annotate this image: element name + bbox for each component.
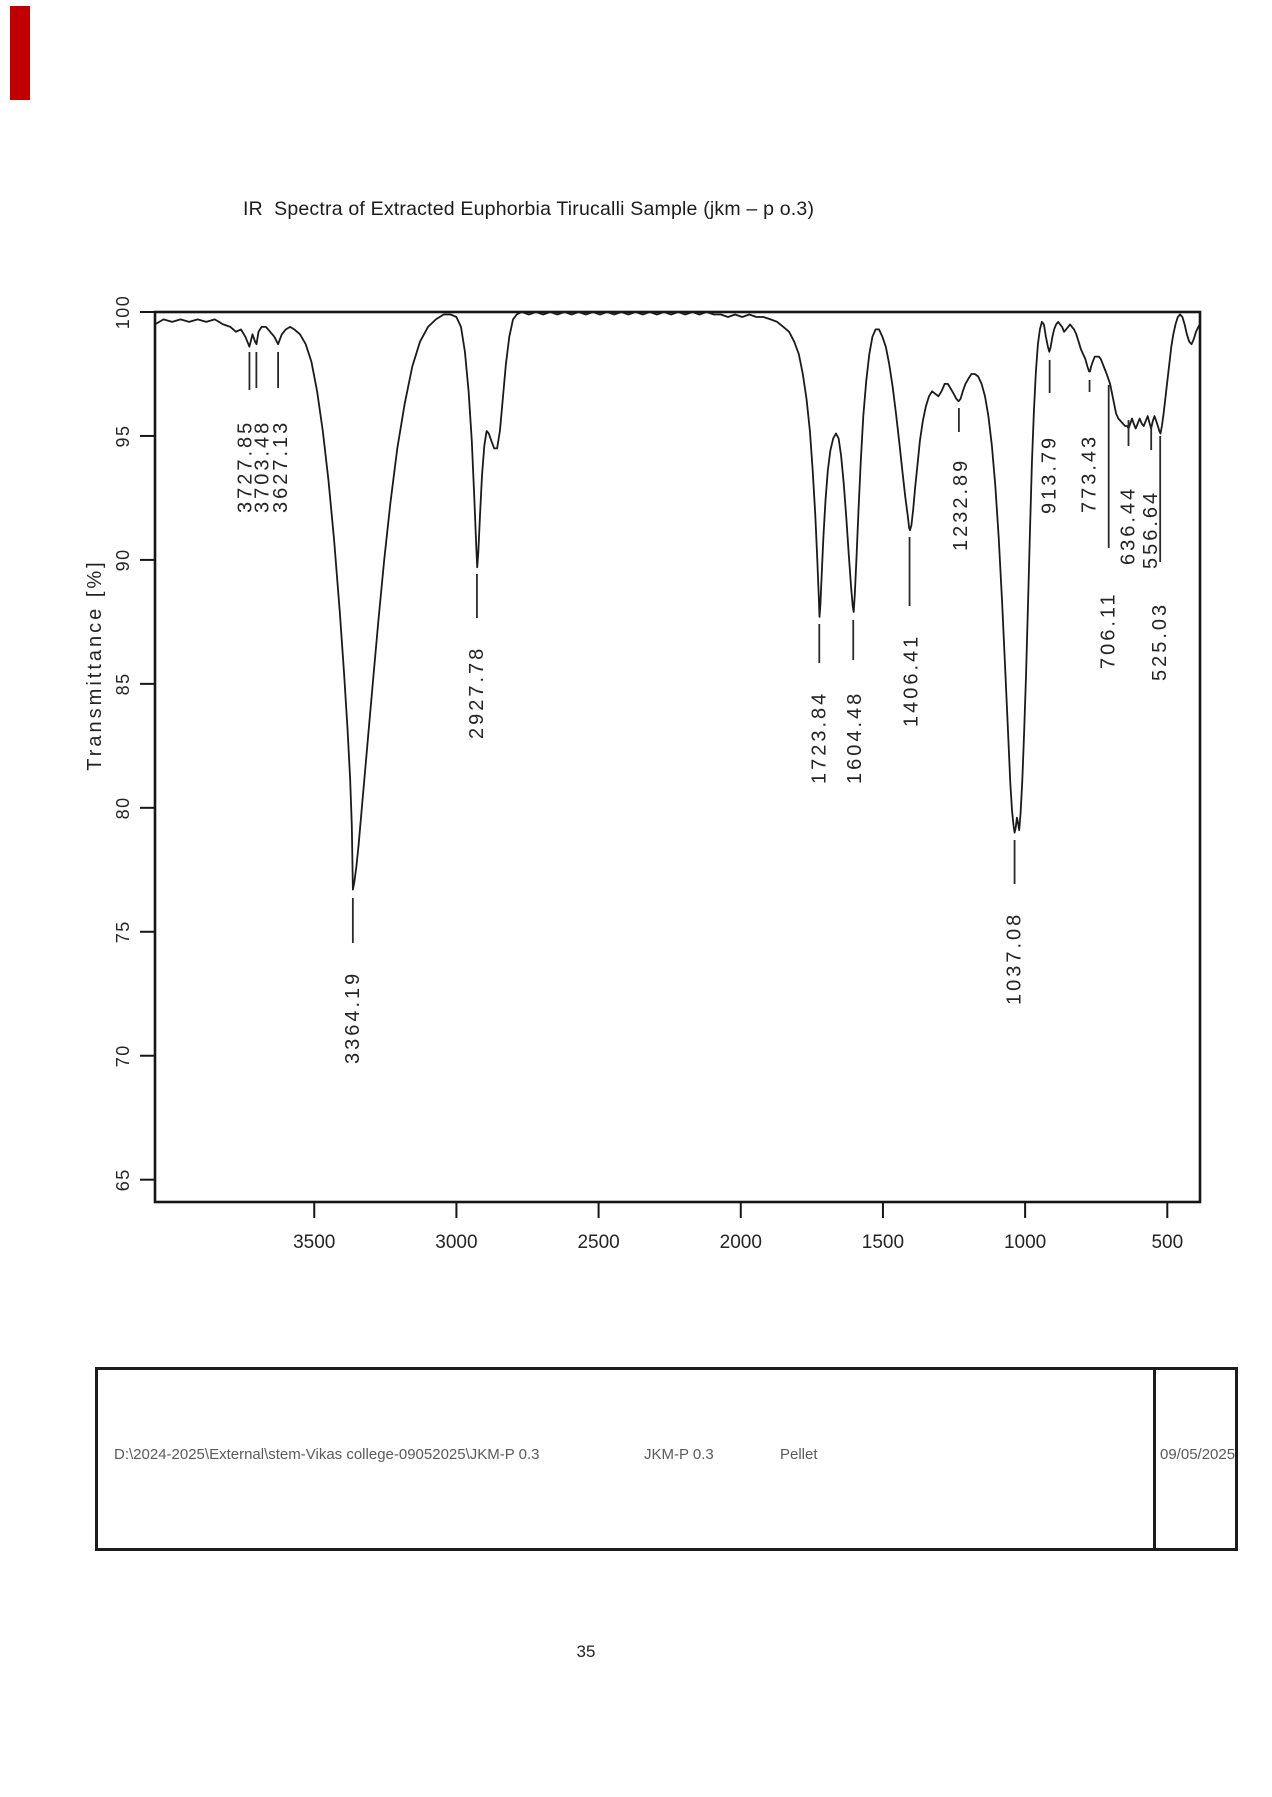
- peak-label: 913.79: [1039, 435, 1061, 514]
- y-tick-label: 100: [113, 295, 133, 330]
- spectrum-curve: [154, 311, 1201, 891]
- footer-divider: [1153, 1370, 1156, 1548]
- y-tick-label: 85: [113, 672, 133, 695]
- peak-label: 1037.08: [1004, 912, 1026, 1005]
- footer-date: 09/05/2025: [1160, 1446, 1236, 1463]
- ir-spectrum-chart: 3500 3000 2500 2000 1500 1000 500 100 95 90 85 80 75…: [84, 295, 1202, 1319]
- peak-label: 3627.13: [270, 420, 292, 513]
- page-number: 35: [576, 1642, 596, 1661]
- x-tick-label: 1000: [1004, 1232, 1046, 1253]
- peak-label: 3703.48: [251, 420, 273, 513]
- peak-label: 1604.48: [844, 691, 866, 784]
- peak-label: 3364.19: [342, 971, 364, 1064]
- y-tick-label: 90: [113, 548, 133, 571]
- y-tick-label: 70: [113, 1044, 133, 1067]
- x-tick-label: 3000: [435, 1232, 477, 1253]
- peak-label: 1723.84: [808, 691, 830, 784]
- peak-label: 773.43: [1079, 434, 1101, 513]
- footer-technique: Pellet: [780, 1446, 818, 1463]
- figure-title: IR Spectra of Extracted Euphorbia Tiruca…: [243, 198, 815, 220]
- y-tick-label: 95: [113, 424, 133, 447]
- y-tick-label: 75: [113, 920, 133, 943]
- peak-label: 636.44: [1118, 486, 1140, 565]
- footer-sample-name: JKM-P 0.3: [644, 1446, 714, 1463]
- x-tick-label: 1500: [862, 1232, 904, 1253]
- footer-file-path: D:\2024-2025\External\stem-Vikas college…: [114, 1446, 540, 1463]
- peak-label: 3727.85: [234, 420, 256, 513]
- peak-label: 2927.78: [466, 646, 488, 739]
- x-tick-label: 500: [1151, 1232, 1183, 1253]
- red-accent-bar: [10, 6, 30, 100]
- y-axis-title: Transmittance [%]: [84, 559, 106, 770]
- x-tick-label: 2500: [577, 1232, 619, 1253]
- x-tick-label: 2000: [720, 1232, 762, 1253]
- y-tick-label: 80: [113, 796, 133, 819]
- peak-label: 1406.41: [901, 634, 923, 727]
- x-tick-label: 3500: [293, 1232, 335, 1253]
- footer-info-box: D:\2024-2025\External\stem-Vikas college…: [95, 1367, 1238, 1551]
- peak-label: 1232.89: [950, 458, 972, 551]
- peak-label: 556.64: [1140, 490, 1162, 569]
- ir-spectrum-svg: 3500 3000 2500 2000 1500 1000 500 100 95 90 85 80 75…: [84, 295, 1202, 1319]
- peak-label: 525.03: [1149, 602, 1171, 681]
- y-tick-label: 65: [113, 1168, 133, 1191]
- peak-label: 706.11: [1098, 591, 1120, 669]
